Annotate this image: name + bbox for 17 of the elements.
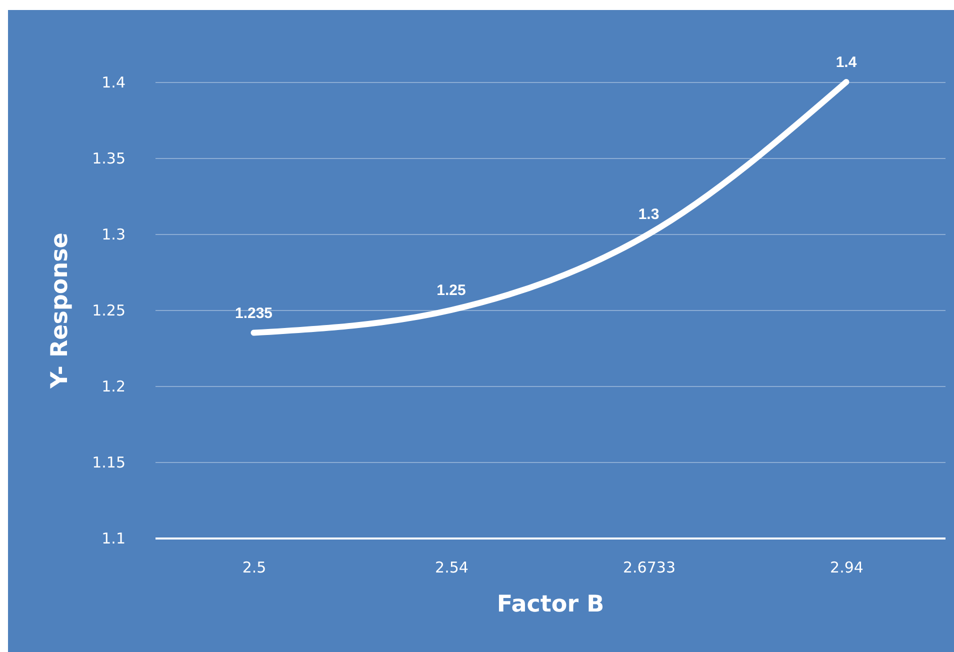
y-tick-label: 1.4: [102, 74, 126, 92]
y-tick-label: 1.3: [102, 226, 126, 244]
x-tick-label: 2.5: [242, 558, 266, 576]
x-tick-label: 2.54: [435, 558, 468, 576]
y-tick-label: 1.25: [92, 302, 126, 320]
y-tick-label: 1.2: [102, 378, 126, 396]
data-label: 1.4: [836, 54, 858, 71]
y-tick-label: 1.15: [92, 454, 126, 472]
data-label: 1.235: [234, 304, 273, 322]
data-label: 1.3: [638, 206, 660, 223]
y-axis-title: Y- Response: [47, 232, 74, 390]
x-axis-title: Factor B: [496, 592, 604, 618]
x-tick-label: 2.6733: [623, 558, 676, 576]
x-tick-label: 2.94: [830, 558, 864, 576]
y-tick-label: 1.1: [102, 530, 126, 548]
data-label: 1.25: [436, 282, 466, 299]
y-tick-label: 1.35: [92, 150, 126, 168]
